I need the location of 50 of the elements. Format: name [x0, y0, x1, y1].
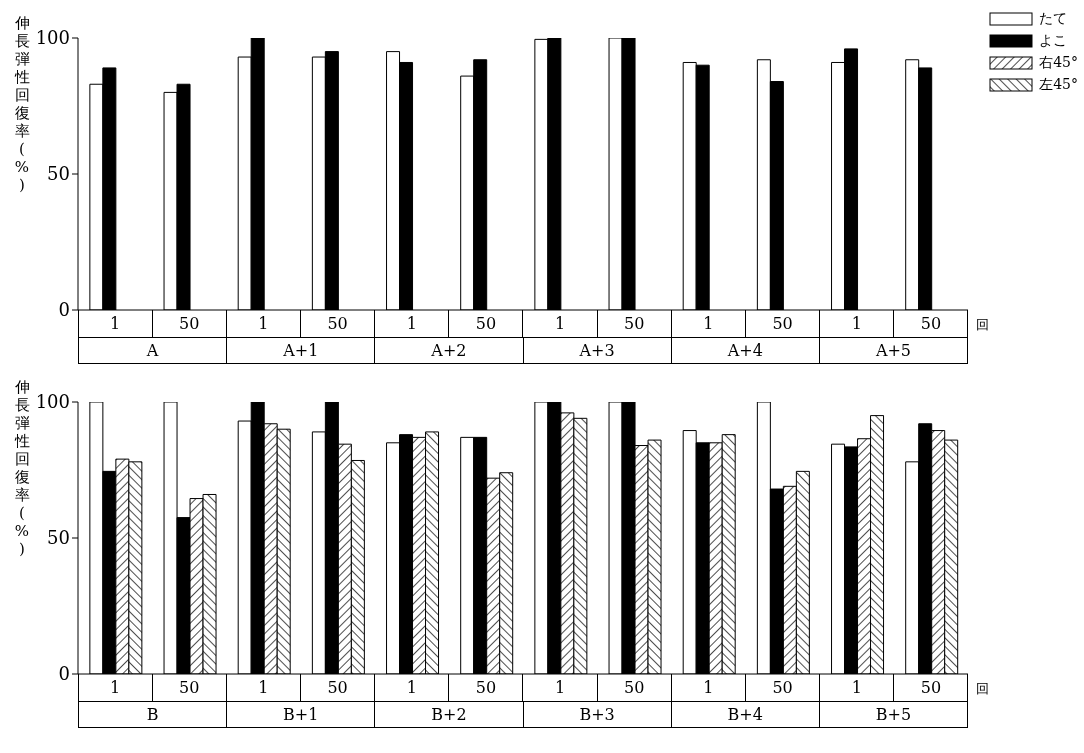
- x-tick-label: 50: [327, 314, 348, 334]
- x-tick-label: 50: [624, 314, 645, 334]
- x-tick-label: 50: [475, 678, 497, 698]
- x-tick-label: 1: [554, 678, 566, 698]
- x-tick-label: 50: [179, 314, 200, 334]
- x-tick-label: 50: [327, 678, 348, 698]
- text: B+4: [671, 702, 820, 728]
- x-tick-label: 1: [406, 314, 417, 334]
- text: 伸長弾性回復率(%): [14, 14, 30, 194]
- x-tick-label: 50: [920, 678, 942, 698]
- x-tick-label: 1: [258, 314, 269, 334]
- text: B+1: [227, 702, 376, 728]
- x-tick-label: 50: [920, 314, 942, 334]
- x-axis-title: 回: [976, 680, 989, 696]
- legend-label: 右45°: [1039, 54, 1078, 72]
- text: B+3: [523, 702, 672, 728]
- y-tick-label: 100: [35, 391, 70, 413]
- text: A+5: [819, 338, 969, 364]
- text: B: [79, 702, 228, 728]
- y-tick-label: 0: [58, 299, 70, 321]
- text: A+3: [523, 338, 672, 364]
- x-tick-label: 1: [258, 678, 269, 698]
- x-axis-title: 回: [976, 316, 989, 332]
- text: B+5: [819, 702, 969, 728]
- x-tick-label: 1: [703, 314, 714, 334]
- y-tick-label: 100: [35, 27, 70, 49]
- x-tick-label: 50: [624, 678, 645, 698]
- x-tick-label: 50: [475, 314, 497, 334]
- x-tick-label: 1: [406, 678, 417, 698]
- y-tick-label: 0: [58, 663, 70, 685]
- x-tick-label: 50: [179, 678, 200, 698]
- legend-label: よこ: [1039, 32, 1068, 50]
- x-tick-label: 1: [703, 678, 714, 698]
- x-tick-label: 1: [554, 314, 566, 334]
- text: A+2: [375, 338, 524, 364]
- x-tick-label: 50: [772, 678, 793, 698]
- text: A+1: [227, 338, 376, 364]
- text: A: [79, 338, 228, 364]
- legend-label: 左45°: [1039, 76, 1078, 94]
- x-tick-label: 1: [851, 314, 862, 334]
- y-tick-label: 50: [47, 527, 70, 549]
- y-tick-label: 50: [47, 163, 70, 185]
- x-tick-label: 1: [851, 678, 862, 698]
- x-tick-label: 1: [109, 314, 121, 334]
- text: 伸長弾性回復率(%): [14, 378, 30, 558]
- x-tick-label: 50: [772, 314, 793, 334]
- legend-label: たて: [1039, 10, 1068, 28]
- x-tick-label: 1: [109, 678, 121, 698]
- text: B+2: [375, 702, 524, 728]
- text: A+4: [671, 338, 820, 364]
